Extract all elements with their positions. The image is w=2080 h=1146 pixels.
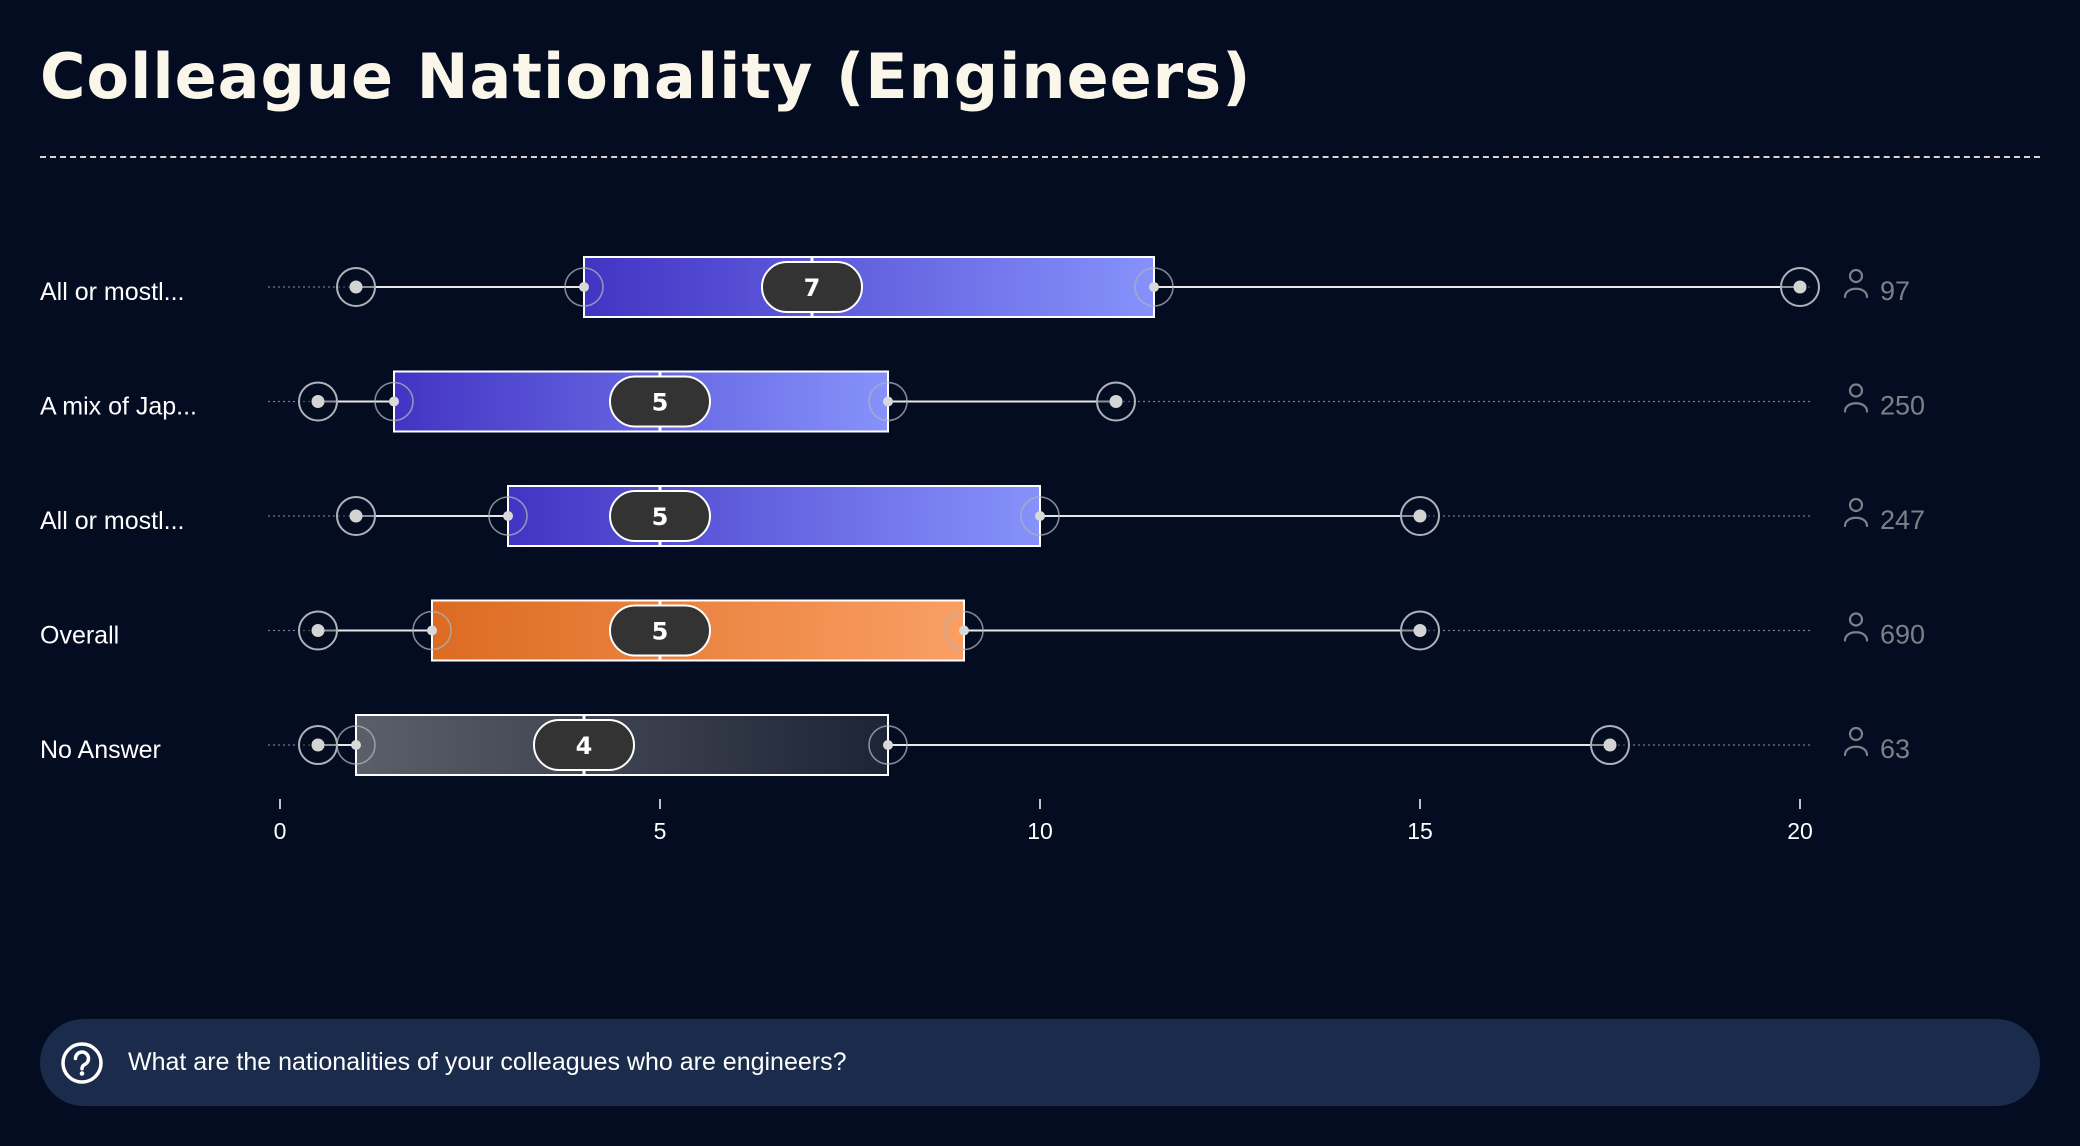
q1-marker-dot: [503, 511, 513, 521]
max-marker-dot: [1413, 509, 1427, 523]
max-marker-dot: [1793, 280, 1807, 294]
question-circle-icon[interactable]: [60, 1041, 104, 1085]
x-tick-label: 10: [1027, 818, 1053, 844]
q1-marker-dot: [389, 396, 399, 407]
box-row: A mix of Jap... 5 250: [40, 370, 1925, 433]
min-marker-dot: [311, 624, 325, 637]
q3-marker-ring: [944, 610, 984, 651]
person-icon: [1843, 497, 1869, 528]
row-count: 250: [1880, 391, 1925, 421]
iqr-box: [507, 485, 1041, 547]
min-marker-dot: [311, 738, 325, 752]
box-plot-chart: All or mostl... 7 97 A mix of Jap... 5 250 All…: [40, 256, 1925, 844]
q1-marker-dot: [427, 625, 437, 636]
page-title: Colleague Nationality (Engineers): [40, 40, 1252, 113]
median-label: 7: [804, 274, 821, 302]
q3-marker-dot: [883, 396, 893, 407]
q1-marker-ring: [564, 267, 604, 307]
median-label: 4: [576, 732, 593, 760]
max-marker-dot: [1413, 624, 1427, 637]
q3-marker-ring: [868, 381, 908, 422]
median-label: 5: [652, 389, 669, 417]
person-icon: [1843, 726, 1869, 757]
row-label: No Answer: [40, 736, 161, 764]
person-icon: [1843, 612, 1869, 642]
question-bar: What are the nationalities of your colle…: [40, 1019, 2040, 1106]
box-row: No Answer 4 63: [40, 714, 1910, 776]
q3-marker-ring: [1020, 496, 1060, 536]
q1-marker-ring: [374, 381, 414, 422]
min-marker-dot: [311, 395, 325, 408]
row-label: All or mostl...: [40, 278, 184, 306]
q3-marker-ring: [1134, 267, 1174, 307]
q3-marker-dot: [883, 740, 893, 750]
q3-marker-dot: [1035, 511, 1045, 521]
q1-marker-dot: [579, 282, 589, 292]
q1-marker-ring: [412, 610, 452, 651]
row-label: Overall: [40, 622, 119, 650]
median-label: 5: [652, 503, 669, 531]
q3-marker-dot: [959, 625, 969, 636]
max-marker-dot: [1109, 395, 1123, 408]
box-row: All or mostl... 5 247: [40, 485, 1925, 547]
q3-marker-ring: [868, 725, 908, 765]
person-icon: [1843, 383, 1869, 413]
x-tick-label: 5: [654, 818, 667, 844]
row-label: All or mostl...: [40, 507, 184, 535]
box-row: Overall 5 690: [40, 599, 1925, 662]
min-marker-dot: [349, 280, 363, 294]
median-pill: [609, 490, 711, 542]
person-icon: [1843, 268, 1869, 299]
x-tick-label: 20: [1787, 818, 1813, 844]
x-tick-label: 0: [274, 818, 287, 844]
row-count: 97: [1880, 276, 1910, 306]
q1-marker-dot: [351, 740, 361, 750]
q1-marker-ring: [488, 496, 528, 536]
question-text: What are the nationalities of your colle…: [128, 1048, 847, 1076]
row-count: 63: [1880, 734, 1910, 764]
median-pill: [761, 261, 863, 313]
x-tick-label: 15: [1407, 818, 1433, 844]
iqr-box: [583, 256, 1155, 318]
title-divider: [40, 156, 2040, 158]
min-marker-dot: [349, 509, 363, 523]
median-pill: [609, 604, 711, 657]
box-row: All or mostl... 7 97: [40, 256, 1910, 318]
median-pill: [533, 719, 635, 771]
median-label: 5: [652, 618, 669, 646]
median-pill: [609, 375, 711, 428]
q3-marker-dot: [1149, 282, 1159, 292]
row-label: A mix of Jap...: [40, 393, 197, 421]
row-count: 247: [1880, 505, 1925, 535]
row-count: 690: [1880, 620, 1925, 650]
max-marker-dot: [1603, 738, 1617, 752]
